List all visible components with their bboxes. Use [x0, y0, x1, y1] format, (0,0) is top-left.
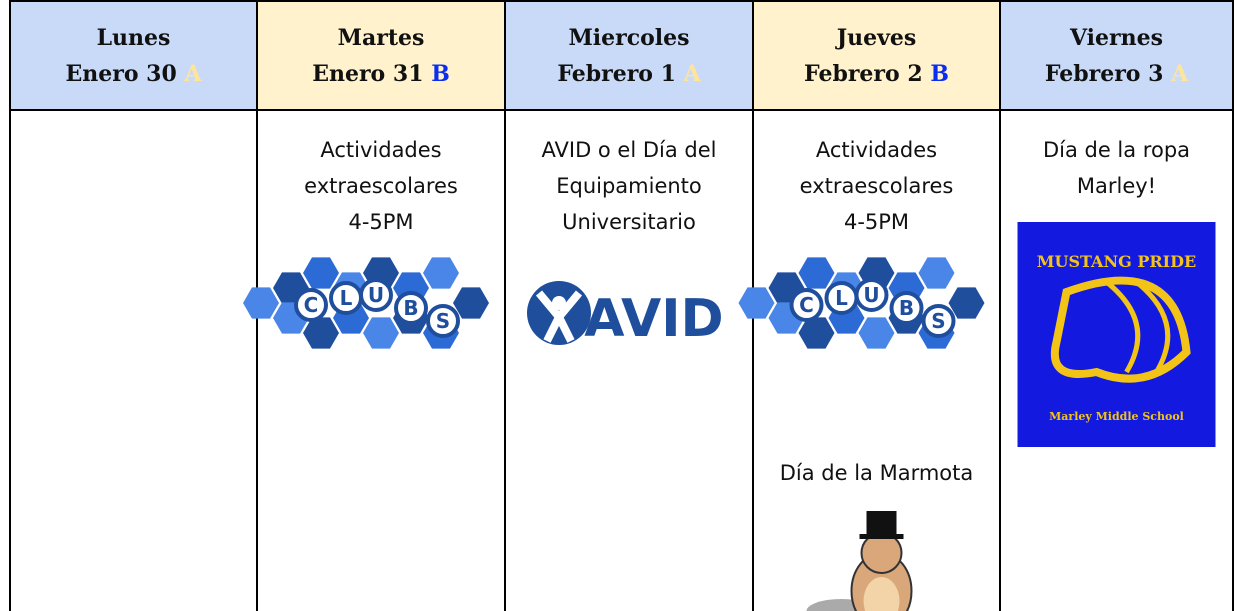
- hexagon: [453, 287, 489, 319]
- avid-logo: AVID: [527, 281, 724, 349]
- day-letter: B: [431, 61, 450, 87]
- header-cell: [10, 0, 257, 110]
- header-text: Miercoles Febrero 1 A: [505, 0, 753, 110]
- cell-text: 4-5PM: [348, 210, 414, 234]
- letter-badge: [426, 304, 460, 338]
- groundhog: [806, 511, 913, 611]
- day: Viernes: [1069, 25, 1163, 51]
- header-cell: [1000, 0, 1233, 110]
- header-cell: [753, 0, 1000, 110]
- cell-text: Marley!: [1076, 174, 1157, 198]
- header-text: Jueves Febrero 2 B: [753, 0, 1000, 110]
- date: Febrero 3: [1044, 61, 1164, 87]
- date: Enero 30: [65, 61, 177, 87]
- cell-text: 4-5PM: [843, 210, 910, 234]
- letter-badge: [294, 288, 328, 322]
- letter-badge: [394, 291, 428, 325]
- day: Lunes: [96, 25, 171, 51]
- letter-badge: [921, 304, 956, 338]
- hexagon: [798, 257, 835, 289]
- day: Miercoles: [568, 25, 690, 51]
- logo-letter: C: [799, 293, 814, 317]
- day-letter: A: [683, 61, 701, 87]
- avid-head: [552, 296, 566, 310]
- hat: [866, 511, 897, 536]
- cell-text: Día de la Marmota: [779, 461, 974, 485]
- logo-letter: U: [368, 283, 384, 307]
- mustang-bottom: Marley Middle School: [1049, 410, 1184, 423]
- header-cell: [257, 0, 505, 110]
- cell-text: extraescolares: [304, 174, 458, 198]
- hexagon: [303, 257, 339, 289]
- hexagon: [858, 317, 895, 349]
- logo-letter: C: [304, 293, 319, 317]
- date: Febrero 1: [557, 61, 676, 87]
- avid-text: AVID: [584, 289, 723, 349]
- cell-text: Actividades: [815, 138, 938, 162]
- logo-letter: S: [436, 309, 450, 333]
- hexagon: [423, 257, 459, 289]
- letter-badge: [789, 288, 824, 322]
- cell-text: Universitario: [562, 210, 696, 234]
- logo-letter: B: [899, 296, 914, 320]
- hat-brim: [859, 534, 904, 539]
- header-text: Viernes Febrero 3 A: [1000, 0, 1233, 110]
- hexagon: [363, 317, 399, 349]
- hexagon: [948, 287, 985, 319]
- cell-text: extraescolares: [799, 174, 954, 198]
- logo-letter: B: [403, 296, 418, 320]
- letter-badge: [889, 291, 924, 325]
- hexagon: [798, 317, 835, 349]
- day-letter: B: [930, 61, 949, 87]
- header-cell: [505, 0, 753, 110]
- letter-badge: [359, 278, 393, 312]
- letter-badge: [854, 278, 889, 312]
- day-letter: A: [184, 61, 202, 87]
- logo-letter: L: [340, 286, 353, 310]
- day: Martes: [337, 25, 425, 51]
- hexagon: [918, 257, 955, 289]
- cell-text: Día de la ropa: [1042, 138, 1191, 162]
- avid-figure: [535, 290, 583, 343]
- day: Jueves: [836, 25, 917, 51]
- mustang-top: MUSTANG PRIDE: [1037, 252, 1196, 271]
- date: Febrero 2: [804, 61, 923, 87]
- mustang-mane: [1104, 280, 1171, 374]
- cell-text: Actividades: [320, 138, 442, 162]
- clubs-logo: C L UBS: [738, 257, 985, 349]
- cell-text: AVID o el Día del: [541, 138, 717, 162]
- logo-letter: L: [835, 286, 848, 310]
- mustang-logo: MUSTANG PRIDE Marley Middle School: [1017, 222, 1216, 447]
- day-letter: A: [1171, 61, 1189, 87]
- logo-letter: S: [931, 309, 945, 333]
- logo-letter: U: [863, 283, 879, 307]
- date: Enero 31: [312, 61, 424, 87]
- clubs-logo: C L UBS: [243, 257, 489, 349]
- header-text: Martes Enero 31 B: [257, 0, 505, 110]
- header-text: Lunes Enero 30 A: [10, 0, 257, 110]
- hexagon: [738, 287, 775, 319]
- cell-text: Equipamiento: [556, 174, 702, 198]
- hexagon: [243, 287, 279, 319]
- hexagon: [303, 317, 339, 349]
- belly: [863, 577, 900, 611]
